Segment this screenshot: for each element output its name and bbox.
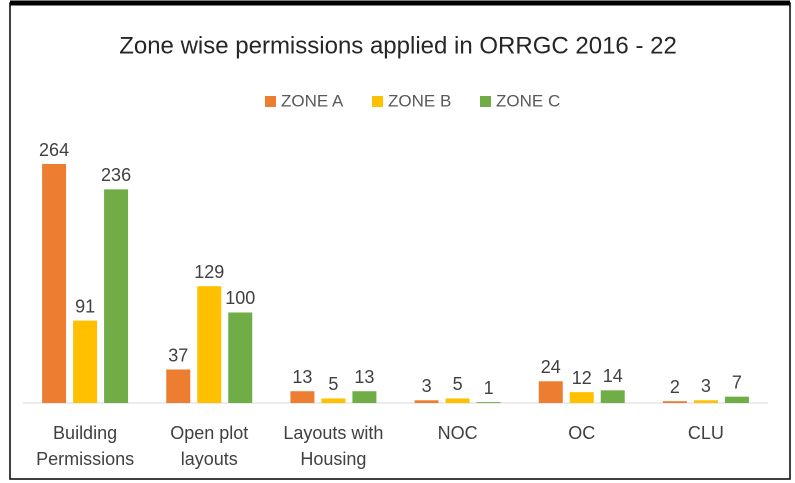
data-label: 91 [75,296,95,316]
bar [104,189,129,403]
data-label: 3 [701,376,711,396]
bar [42,164,67,403]
data-label: 7 [732,372,742,392]
data-label: 37 [168,345,188,365]
bar [166,369,191,403]
bar [724,396,749,403]
bar [352,391,377,403]
x-tick-label: CLU [687,423,724,443]
data-label: 3 [422,376,432,396]
legend-label: ZONE B [388,91,451,110]
bar [321,398,346,403]
legend-swatch [265,96,276,107]
data-label: 236 [101,165,131,185]
data-label: 2 [670,377,680,397]
x-tick-label: OC [568,423,596,443]
data-label: 14 [603,366,623,386]
data-label: 13 [292,367,312,387]
chart-title: Zone wise permissions applied in ORRGC 2… [119,32,677,59]
bar [73,320,98,403]
data-label: 13 [354,367,374,387]
data-label: 12 [572,368,592,388]
bar [538,381,563,403]
bar [445,398,470,403]
bar [476,402,501,403]
legend-swatch [372,96,383,107]
bar [290,391,315,403]
legend-label: ZONE C [496,91,560,110]
legend-swatch [480,96,491,107]
bar [600,390,625,403]
data-label: 1 [484,378,494,398]
data-label: 100 [225,288,255,308]
x-tick-label: Building Permissions [36,423,135,469]
bar [228,312,253,403]
x-tick-label: Layouts with Housing [283,423,384,469]
data-label: 264 [39,140,69,160]
x-tick-label: Open plot layouts [170,423,249,469]
bar [693,400,718,403]
data-label: 5 [328,374,338,394]
x-tick-label: NOC [437,423,478,443]
bar [569,392,594,403]
bar [197,286,222,403]
data-label: 5 [453,374,463,394]
data-label: 24 [541,357,561,377]
data-label: 129 [194,262,224,282]
bar [414,400,439,403]
legend-label: ZONE A [281,91,344,110]
bar [662,401,687,403]
